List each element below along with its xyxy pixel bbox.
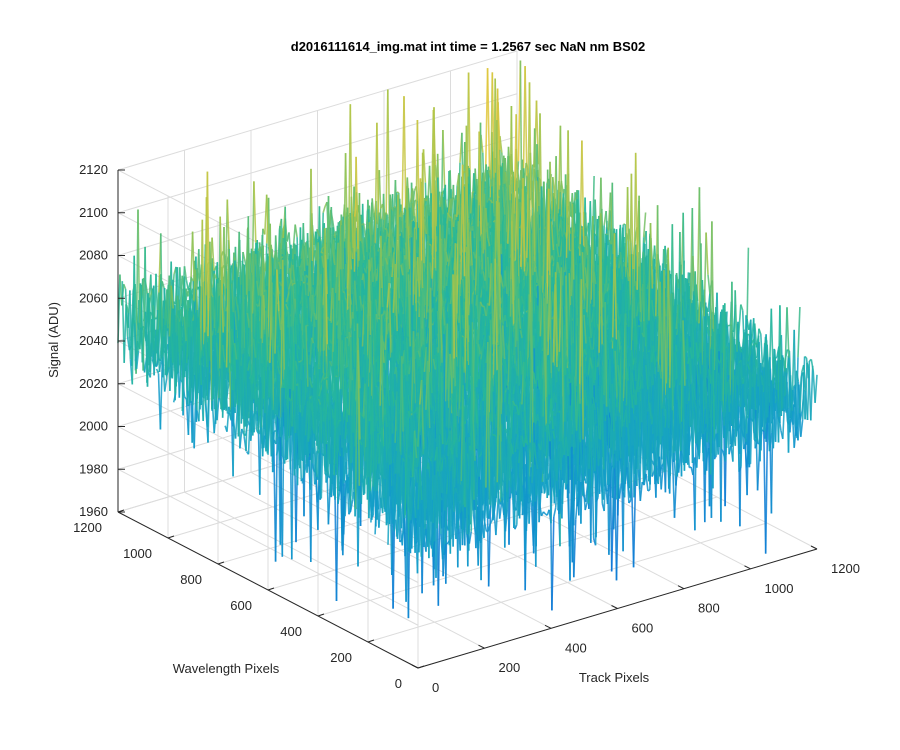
surface-segment bbox=[132, 318, 136, 324]
right-wall-grid-line bbox=[117, 136, 518, 256]
surface-segment bbox=[428, 243, 432, 247]
right-wall-grid-line bbox=[117, 50, 518, 171]
surface-segment bbox=[161, 281, 165, 289]
surface-segment bbox=[126, 336, 131, 351]
surface-segment bbox=[187, 403, 190, 407]
surface-segment bbox=[403, 96, 407, 219]
floor-grid-line bbox=[317, 496, 718, 617]
surface-segment bbox=[123, 304, 127, 363]
surface-segment bbox=[294, 224, 298, 238]
surface-segment bbox=[179, 275, 183, 307]
surface-segment bbox=[293, 282, 296, 285]
surface-segment bbox=[213, 410, 217, 434]
surface-segment bbox=[163, 378, 168, 392]
surface-segment bbox=[523, 162, 527, 187]
surface-segment bbox=[125, 304, 130, 314]
surface-segment bbox=[127, 312, 132, 360]
surface-segment bbox=[122, 283, 127, 290]
chart-title: d2016111614_img.mat int time = 1.2567 se… bbox=[291, 39, 645, 54]
surface-segment bbox=[253, 181, 257, 243]
surface-segment bbox=[242, 251, 246, 261]
surface-segment bbox=[486, 68, 491, 171]
surface-segment bbox=[226, 199, 230, 250]
surface-segment bbox=[396, 191, 400, 194]
surface-segment bbox=[172, 393, 177, 403]
left-wall-grid-line bbox=[117, 383, 419, 541]
surface-segment bbox=[302, 281, 306, 284]
surface-segment bbox=[135, 350, 140, 369]
left-wall-grid-line bbox=[117, 468, 419, 626]
floor-grid-line bbox=[367, 522, 768, 643]
surface-segment bbox=[133, 323, 138, 369]
surface-segment bbox=[196, 268, 201, 282]
left-wall-grid-line bbox=[117, 426, 419, 583]
surface-plot bbox=[117, 60, 818, 619]
surface-segment bbox=[130, 318, 134, 341]
surface-segment bbox=[155, 358, 160, 367]
surface-segment bbox=[384, 227, 387, 230]
right-wall-grid-line bbox=[117, 93, 518, 214]
surface-segment bbox=[183, 266, 188, 281]
surface-segment bbox=[342, 290, 346, 294]
surface-segment bbox=[155, 368, 160, 374]
surface-segment bbox=[442, 129, 446, 195]
surface-segment bbox=[322, 206, 326, 213]
